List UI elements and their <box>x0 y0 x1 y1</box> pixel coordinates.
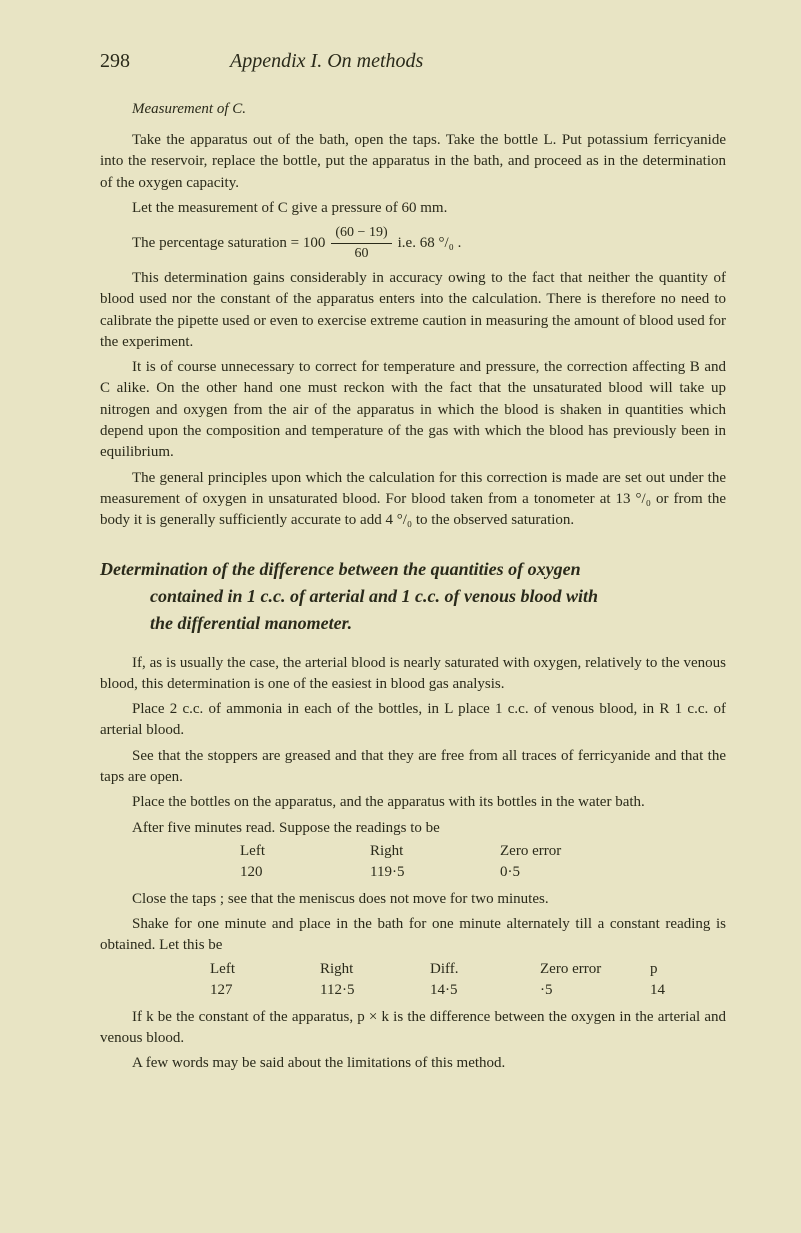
table-cell: 14·5 <box>430 982 520 999</box>
table-header: Right <box>370 843 430 860</box>
table-cell: 119·5 <box>370 864 430 881</box>
heading-line: Determination of the difference between … <box>100 556 726 583</box>
table-header: p <box>650 961 740 978</box>
numerator: (60 − 19) <box>331 223 391 244</box>
table-row: 120 119·5 0·5 <box>240 864 726 881</box>
paragraph: This determination gains considerably in… <box>100 268 726 353</box>
formula-prefix: The percentage saturation = 100 <box>132 233 325 254</box>
heading-line: contained in 1 c.c. of arterial and 1 c.… <box>150 583 726 610</box>
paragraph: Shake for one minute and place in the ba… <box>100 914 726 957</box>
table-header: Right <box>320 961 410 978</box>
paragraph: It is of course unnecessary to correct f… <box>100 357 726 463</box>
measurement-label: Measurement of C. <box>132 101 726 118</box>
table-row: 127 112·5 14·5 ·5 14 <box>210 982 726 999</box>
page-title: Appendix I. On methods <box>230 50 423 73</box>
table-cell: 14 <box>650 982 740 999</box>
formula-suffix: i.e. 68 °/₀ . <box>398 233 462 254</box>
table-cell: 0·5 <box>500 864 560 881</box>
heading-line: the differential manometer. <box>150 610 726 637</box>
paragraph: If k be the constant of the apparatus, p… <box>100 1007 726 1050</box>
table-cell: 127 <box>210 982 300 999</box>
paragraph: Place the bottles on the apparatus, and … <box>100 792 726 813</box>
paragraph: A few words may be said about the limita… <box>100 1053 726 1074</box>
section-heading: Determination of the difference between … <box>100 556 726 637</box>
formula: The percentage saturation = 100 (60 − 19… <box>132 223 726 264</box>
table-header: Diff. <box>430 961 520 978</box>
table-header: Zero error <box>500 843 561 860</box>
paragraph: Close the taps ; see that the meniscus d… <box>100 889 726 910</box>
table-cell: ·5 <box>540 982 630 999</box>
paragraph: Take the apparatus out of the bath, open… <box>100 130 726 194</box>
page-header: 298 Appendix I. On methods <box>100 50 726 73</box>
table-header: Left <box>210 961 300 978</box>
table-cell: 112·5 <box>320 982 410 999</box>
fraction: (60 − 19) 60 <box>331 223 391 264</box>
page-number: 298 <box>100 50 130 73</box>
paragraph: After five minutes read. Suppose the rea… <box>100 818 726 839</box>
paragraph: The general principles upon which the ca… <box>100 468 726 532</box>
table-row: Left Right Zero error <box>240 843 726 860</box>
table-cell: 120 <box>240 864 300 881</box>
table-header: Zero error <box>540 961 630 978</box>
paragraph: If, as is usually the case, the arterial… <box>100 653 726 696</box>
table-header: Left <box>240 843 300 860</box>
paragraph: Place 2 c.c. of ammonia in each of the b… <box>100 699 726 742</box>
denominator: 60 <box>351 244 373 264</box>
paragraph: See that the stoppers are greased and th… <box>100 746 726 789</box>
paragraph: Let the measurement of C give a pressure… <box>100 198 726 219</box>
table-row: Left Right Diff. Zero error p <box>210 961 726 978</box>
